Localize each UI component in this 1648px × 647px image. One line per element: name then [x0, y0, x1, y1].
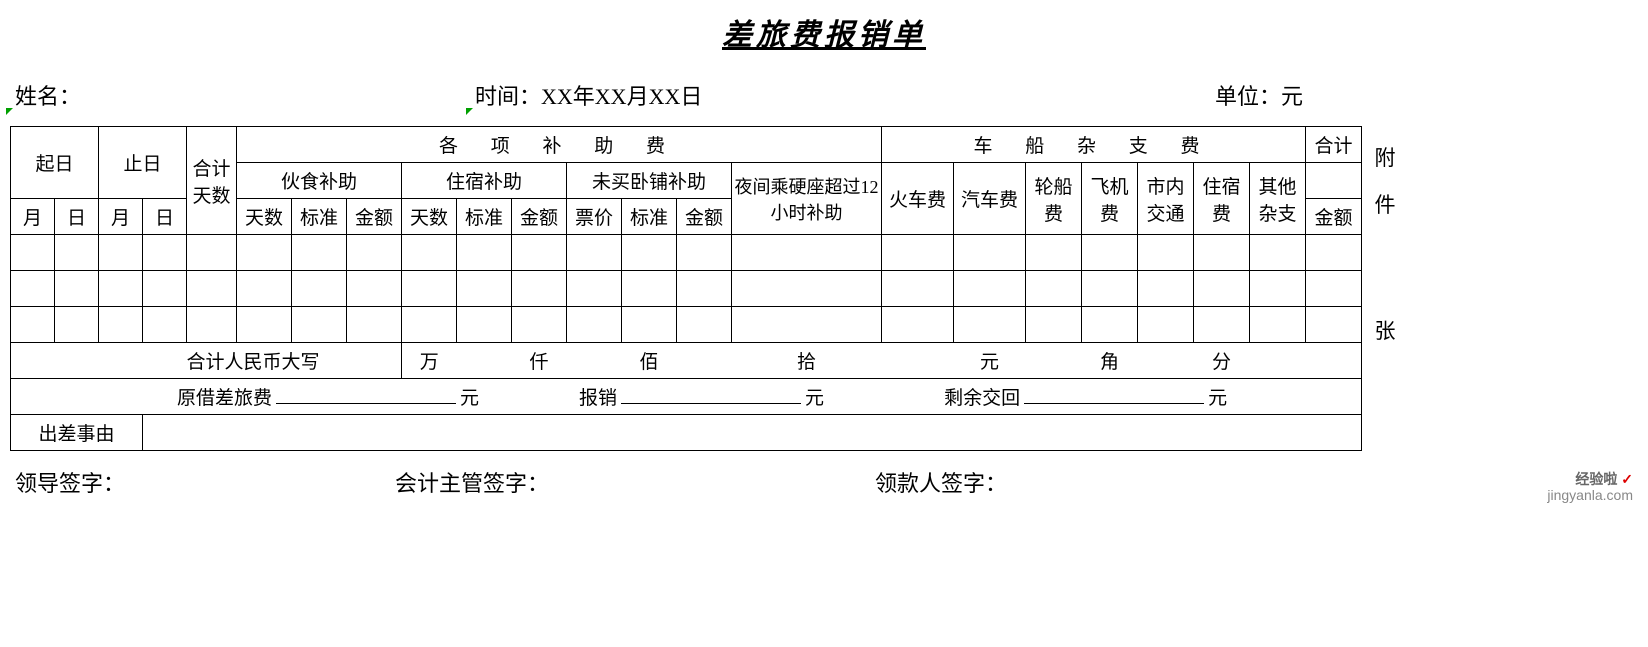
- header-start-date: 起日: [11, 127, 99, 199]
- reason-row: 出差事由: [11, 415, 1362, 451]
- rmb-yuan: 元: [954, 343, 1026, 379]
- borrow-unit: 元: [460, 383, 479, 410]
- borrow-row: 原借差旅费 元 报销 元 剩余交回 元: [11, 379, 1362, 415]
- header-std2: 标准: [457, 199, 512, 235]
- name-label: 姓名：: [15, 79, 475, 111]
- header-stay: 住宿补助: [402, 163, 567, 199]
- header-transport: 车 船 杂 支 费: [882, 127, 1306, 163]
- return-label: 剩余交回: [944, 383, 1020, 410]
- form-title: 差旅费报销单: [10, 10, 1638, 54]
- reimburse-label: 报销: [579, 383, 617, 410]
- header-std3: 标准: [622, 199, 677, 235]
- header-ship: 轮船费: [1026, 163, 1082, 235]
- header-end-date: 止日: [99, 127, 187, 199]
- header-subsidy: 各 项 补 助 费: [237, 127, 882, 163]
- header-food: 伙食补助: [237, 163, 402, 199]
- time-field: 时间：XX年XX月XX日: [475, 79, 1215, 111]
- marker-triangle: [466, 108, 473, 115]
- header-amt1: 金额: [347, 199, 402, 235]
- attachment-column: 附 件 张: [1362, 126, 1400, 364]
- return-unit: 元: [1208, 383, 1227, 410]
- reimburse-unit: 元: [805, 383, 824, 410]
- header-plane: 飞机费: [1082, 163, 1138, 235]
- leader-sign: 领导签字：: [15, 466, 395, 498]
- time-label: 时间：: [475, 84, 541, 109]
- attach-label2: 件: [1370, 191, 1400, 220]
- header-other: 其他杂支: [1250, 163, 1306, 235]
- header-total-blank: [1306, 163, 1362, 199]
- signature-row: 领导签字： 会计主管签字： 领款人签字：: [10, 466, 1638, 498]
- time-value: XX年XX月XX日: [541, 84, 702, 109]
- reason-label: 出差事由: [11, 415, 143, 451]
- rmb-wan: 万: [402, 343, 457, 379]
- header-lodge: 住宿费: [1194, 163, 1250, 235]
- header-night: 夜间乘硬座超过12小时补助: [732, 163, 882, 235]
- header-city: 市内交通: [1138, 163, 1194, 235]
- header-month2: 月: [99, 199, 143, 235]
- rmb-qian: 仟: [512, 343, 567, 379]
- accountant-sign: 会计主管签字：: [395, 466, 875, 498]
- rmb-jiao: 角: [1082, 343, 1138, 379]
- table-row: [11, 235, 1362, 271]
- header-amt3: 金额: [677, 199, 732, 235]
- header-amt2: 金额: [512, 199, 567, 235]
- header-total-days: 合计天数: [187, 127, 237, 235]
- header-days1: 天数: [237, 199, 292, 235]
- header-days2: 天数: [402, 199, 457, 235]
- header-bus: 汽车费: [954, 163, 1026, 235]
- unit-label: 单位：元: [1215, 79, 1303, 111]
- payee-sign: 领款人签字：: [875, 466, 1007, 498]
- table-row: [11, 307, 1362, 343]
- rmb-label: 合计人民币大写: [187, 343, 402, 379]
- header-std1: 标准: [292, 199, 347, 235]
- header-total: 合计: [1306, 127, 1362, 163]
- attach-sheet: 张: [1370, 317, 1400, 346]
- marker-triangle: [6, 108, 13, 115]
- header-ticket: 票价: [567, 199, 622, 235]
- table-row: [11, 271, 1362, 307]
- rmb-fen: 分: [1194, 343, 1250, 379]
- watermark: 经验啦 ✓ jingyanla.com: [1547, 472, 1633, 503]
- attach-label1: 附: [1370, 144, 1400, 173]
- expense-table: 起日 止日 合计天数 各 项 补 助 费 车 船 杂 支 费 合计 伙食补助 住…: [10, 126, 1362, 451]
- header-day2: 日: [143, 199, 187, 235]
- info-row: 姓名： 时间：XX年XX月XX日 单位：元: [10, 79, 1638, 111]
- rmb-row: 合计人民币大写 万 仟 佰 拾 元 角 分: [11, 343, 1362, 379]
- header-train: 火车费: [882, 163, 954, 235]
- header-berth: 未买卧铺补助: [567, 163, 732, 199]
- rmb-bai: 佰: [622, 343, 677, 379]
- watermark-url: jingyanla.com: [1547, 488, 1633, 503]
- rmb-shi: 拾: [732, 343, 882, 379]
- header-amt4: 金额: [1306, 199, 1362, 235]
- borrow-label: 原借差旅费: [177, 383, 272, 410]
- header-month: 月: [11, 199, 55, 235]
- header-day: 日: [55, 199, 99, 235]
- watermark-brand: 经验啦: [1575, 471, 1617, 487]
